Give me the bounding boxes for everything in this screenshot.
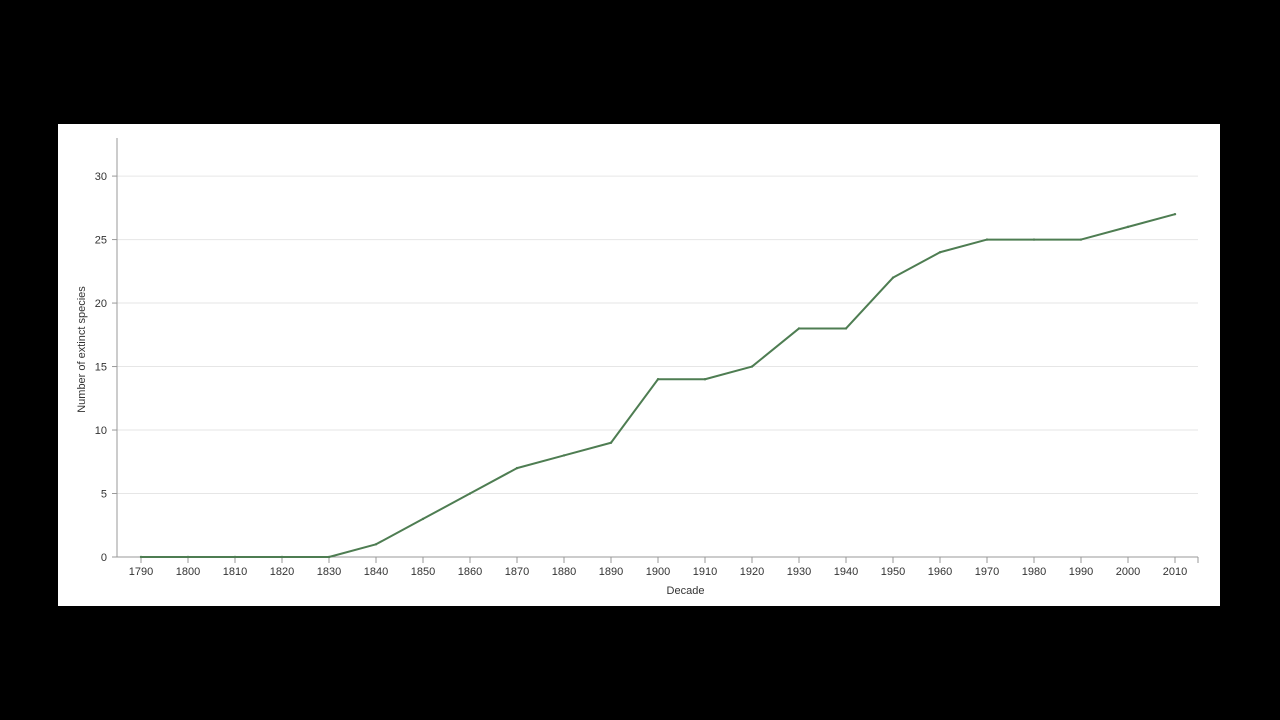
y-tick-label: 20: [95, 298, 107, 310]
extinction-line-chart: 0 5 10 15 20 25 30 1790 1800 1810 1820 1830 1840 1850…: [76, 138, 1199, 597]
x-tick-label: 1900: [646, 566, 670, 578]
x-tick-label: 1790: [129, 566, 153, 578]
data-point: [797, 327, 801, 330]
x-tick-label: 1990: [1069, 566, 1093, 578]
data-point: [139, 555, 143, 559]
data-point: [985, 238, 989, 241]
data-point: [750, 365, 754, 368]
x-tick-label: 1920: [740, 566, 764, 578]
data-point: [468, 492, 472, 495]
y-tick-label: 15: [95, 362, 107, 374]
y-axis-title: Number of extinct species: [76, 286, 88, 413]
x-tick-label: 1950: [881, 566, 905, 578]
data-point: [938, 251, 942, 254]
x-tick-label: 1870: [505, 566, 529, 578]
x-axis-title: Decade: [667, 585, 705, 597]
y-tick-label: 25: [95, 235, 107, 247]
x-tick-label: 2000: [1116, 566, 1140, 578]
x-tick-label: 1960: [928, 566, 952, 578]
x-tick-label: 1820: [270, 566, 294, 578]
data-point: [656, 378, 660, 381]
x-tick-label: 1840: [364, 566, 388, 578]
x-tick-label: 1980: [1022, 566, 1046, 578]
data-point: [609, 441, 613, 444]
data-point: [844, 327, 848, 330]
x-tick-label: 1940: [834, 566, 858, 578]
data-point: [421, 517, 425, 521]
data-point: [327, 555, 331, 559]
data-point: [280, 555, 284, 559]
data-point: [515, 466, 519, 470]
data-point: [703, 378, 707, 381]
data-point: [1126, 225, 1130, 229]
x-tick-label: 1970: [975, 566, 999, 578]
x-tick-label: 1860: [458, 566, 482, 578]
data-point: [1079, 238, 1083, 241]
y-tick-label: 30: [95, 171, 107, 183]
x-tick-label: 1800: [176, 566, 200, 578]
x-tick-label: 1880: [552, 566, 576, 578]
chart-panel: 0 5 10 15 20 25 30 1790 1800 1810 1820 1830 1840 1850…: [58, 124, 1220, 606]
data-point: [1173, 212, 1177, 216]
data-point: [374, 543, 378, 546]
y-tick-label: 10: [95, 425, 107, 437]
data-point: [186, 555, 190, 559]
series-line: [141, 213, 1176, 558]
y-tick-label: 5: [101, 489, 107, 501]
data-point: [891, 276, 895, 279]
x-tick-label: 1850: [411, 566, 435, 578]
data-point: [1032, 238, 1036, 241]
x-tick-label: 2010: [1163, 566, 1187, 578]
x-tick-label: 1930: [787, 566, 811, 578]
data-point: [562, 454, 566, 457]
screen-frame: 0 5 10 15 20 25 30 1790 1800 1810 1820 1830 1840 1850…: [0, 8, 1280, 714]
x-tick-label: 1890: [599, 566, 623, 578]
data-point: [233, 555, 237, 559]
x-tick-label: 1830: [317, 566, 341, 578]
x-tick-label: 1810: [223, 566, 247, 578]
x-tick-label: 1910: [693, 566, 717, 578]
y-tick-label: 0: [101, 552, 107, 564]
